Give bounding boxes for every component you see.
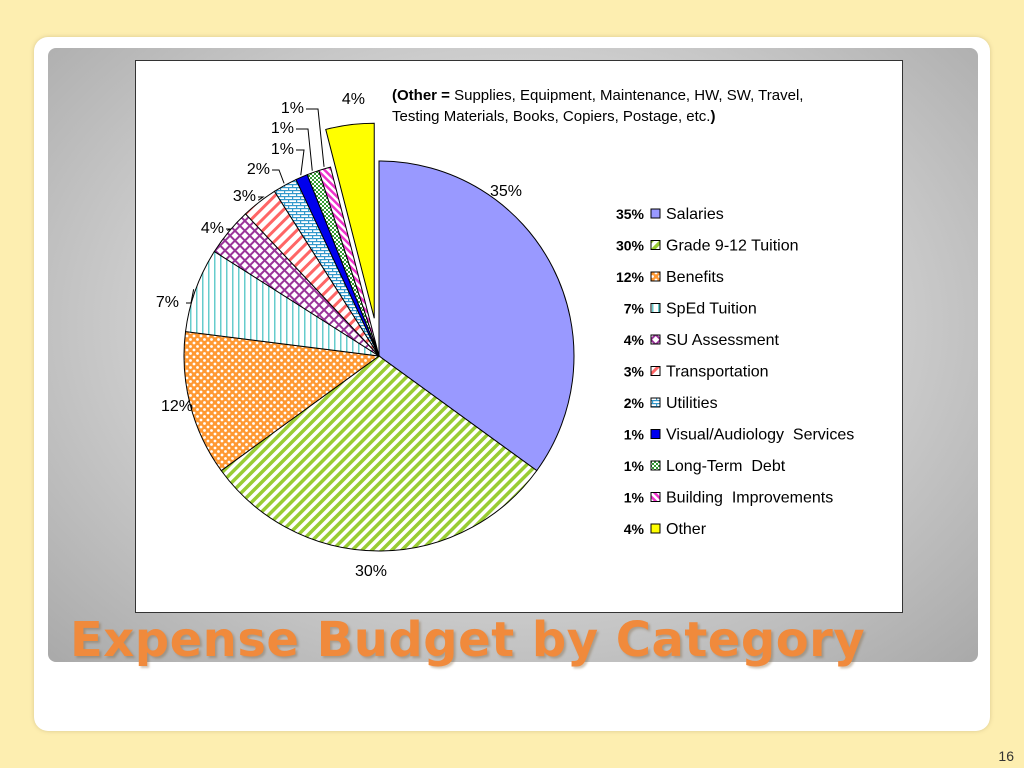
- slice-value-label-su-assessment: 4%: [201, 220, 224, 237]
- legend-percent-su-assessment: 4%: [624, 332, 645, 348]
- slice-value-label-utilities: 2%: [247, 161, 270, 178]
- slice-value-label-sped-tuition: 7%: [156, 294, 179, 311]
- pie-slice-other: [325, 122, 375, 319]
- legend-label-transportation: Transportation: [666, 364, 769, 381]
- legend-swatch-grade-9-12-tuition: [650, 240, 661, 250]
- leader-line-transportation: [257, 196, 265, 201]
- slide-title: Expense Budget by Category: [70, 612, 866, 668]
- legend-swatch-benefits: [650, 271, 661, 282]
- pie-slice-grade-9-12-tuition: [220, 355, 538, 552]
- slice-value-label-benefits: 12%: [161, 398, 193, 415]
- leader-line-sped-tuition: [186, 289, 195, 304]
- page-number: 16: [998, 748, 1014, 764]
- leader-line-visual-audiology-services: [296, 149, 305, 176]
- legend-label-long-term-debt: Long-Term Debt: [666, 458, 786, 475]
- legend-label-building-improvements: Building Improvements: [666, 490, 833, 507]
- legend-label-other: Other: [666, 521, 707, 538]
- legend-label-visual-audiology-services: Visual/Audiology Services: [666, 427, 854, 444]
- legend-label-su-assessment: SU Assessment: [666, 332, 779, 349]
- chart-note-suffix: ): [710, 108, 715, 125]
- legend-swatch-building-improvements: [650, 492, 661, 502]
- leader-line-long-term-debt: [296, 128, 313, 171]
- leader-line-utilities: [272, 169, 285, 184]
- legend-percent-salaries: 35%: [616, 206, 645, 222]
- legend-swatch-salaries: [650, 208, 661, 219]
- legend-label-salaries: Salaries: [666, 206, 724, 223]
- legend-percent-transportation: 3%: [624, 364, 645, 380]
- legend-swatch-sped-tuition: [650, 303, 661, 313]
- legend-swatch-utilities: [650, 397, 661, 408]
- pie-chart: (Other = Supplies, Equipment, Maintenanc…: [156, 87, 854, 580]
- chart-note-second-line: Testing Materials, Books, Copiers, Posta…: [392, 108, 715, 125]
- slice-value-label-grade-9-12-tuition: 30%: [355, 563, 387, 580]
- pie-value-labels: 35%30%12%7%4%3%2%1%1%1%4%: [156, 91, 522, 580]
- legend-swatch-long-term-debt: [650, 460, 661, 471]
- leader-line-building-improvements: [306, 108, 325, 167]
- slice-value-label-salaries: 35%: [490, 183, 522, 200]
- legend-percent-sped-tuition: 7%: [624, 301, 645, 317]
- legend-percent-visual-audiology-services: 1%: [624, 427, 645, 443]
- legend: 35% Salaries 30% Grade 9-12 Tuition 12% Benef…: [616, 206, 854, 538]
- chart-frame: (Other = Supplies, Equipment, Maintenanc…: [135, 60, 903, 613]
- legend-swatch-su-assessment: [650, 334, 661, 345]
- legend-percent-grade-9-12-tuition: 30%: [616, 238, 645, 254]
- slice-value-label-transportation: 3%: [233, 188, 256, 205]
- pie-leader-lines: [186, 108, 325, 304]
- leader-line-su-assessment: [226, 228, 232, 231]
- legend-label-sped-tuition: SpEd Tuition: [666, 301, 757, 318]
- legend-percent-other: 4%: [624, 521, 645, 537]
- legend-swatch-visual-audiology-services: [650, 429, 661, 439]
- pie-slice-salaries: [378, 160, 575, 472]
- slice-value-label-visual-audiology-services: 1%: [271, 141, 294, 158]
- pie-slice-building-improvements: [318, 166, 380, 357]
- legend-percent-building-improvements: 1%: [624, 490, 645, 506]
- chart-note: (Other = Supplies, Equipment, Maintenanc…: [392, 87, 803, 104]
- pie-slice-benefits: [183, 331, 381, 472]
- chart-note-line1: Supplies, Equipment, Maintenance, HW, SW…: [454, 87, 803, 104]
- legend-swatch-transportation: [650, 366, 661, 376]
- chart-note-line2: Testing Materials, Books, Copiers, Posta…: [392, 108, 710, 125]
- legend-label-grade-9-12-tuition: Grade 9-12 Tuition: [666, 238, 799, 255]
- legend-percent-utilities: 2%: [624, 395, 645, 411]
- slice-value-label-building-improvements: 1%: [281, 100, 304, 117]
- legend-percent-long-term-debt: 1%: [624, 458, 645, 474]
- slice-value-label-other: 4%: [342, 91, 365, 108]
- chart-note-prefix: (Other =: [392, 87, 454, 104]
- pie-slices: [183, 122, 575, 552]
- legend-percent-benefits: 12%: [616, 269, 645, 285]
- legend-label-benefits: Benefits: [666, 269, 724, 286]
- legend-swatch-other: [650, 523, 661, 534]
- legend-label-utilities: Utilities: [666, 395, 718, 412]
- slice-value-label-long-term-debt: 1%: [271, 120, 294, 137]
